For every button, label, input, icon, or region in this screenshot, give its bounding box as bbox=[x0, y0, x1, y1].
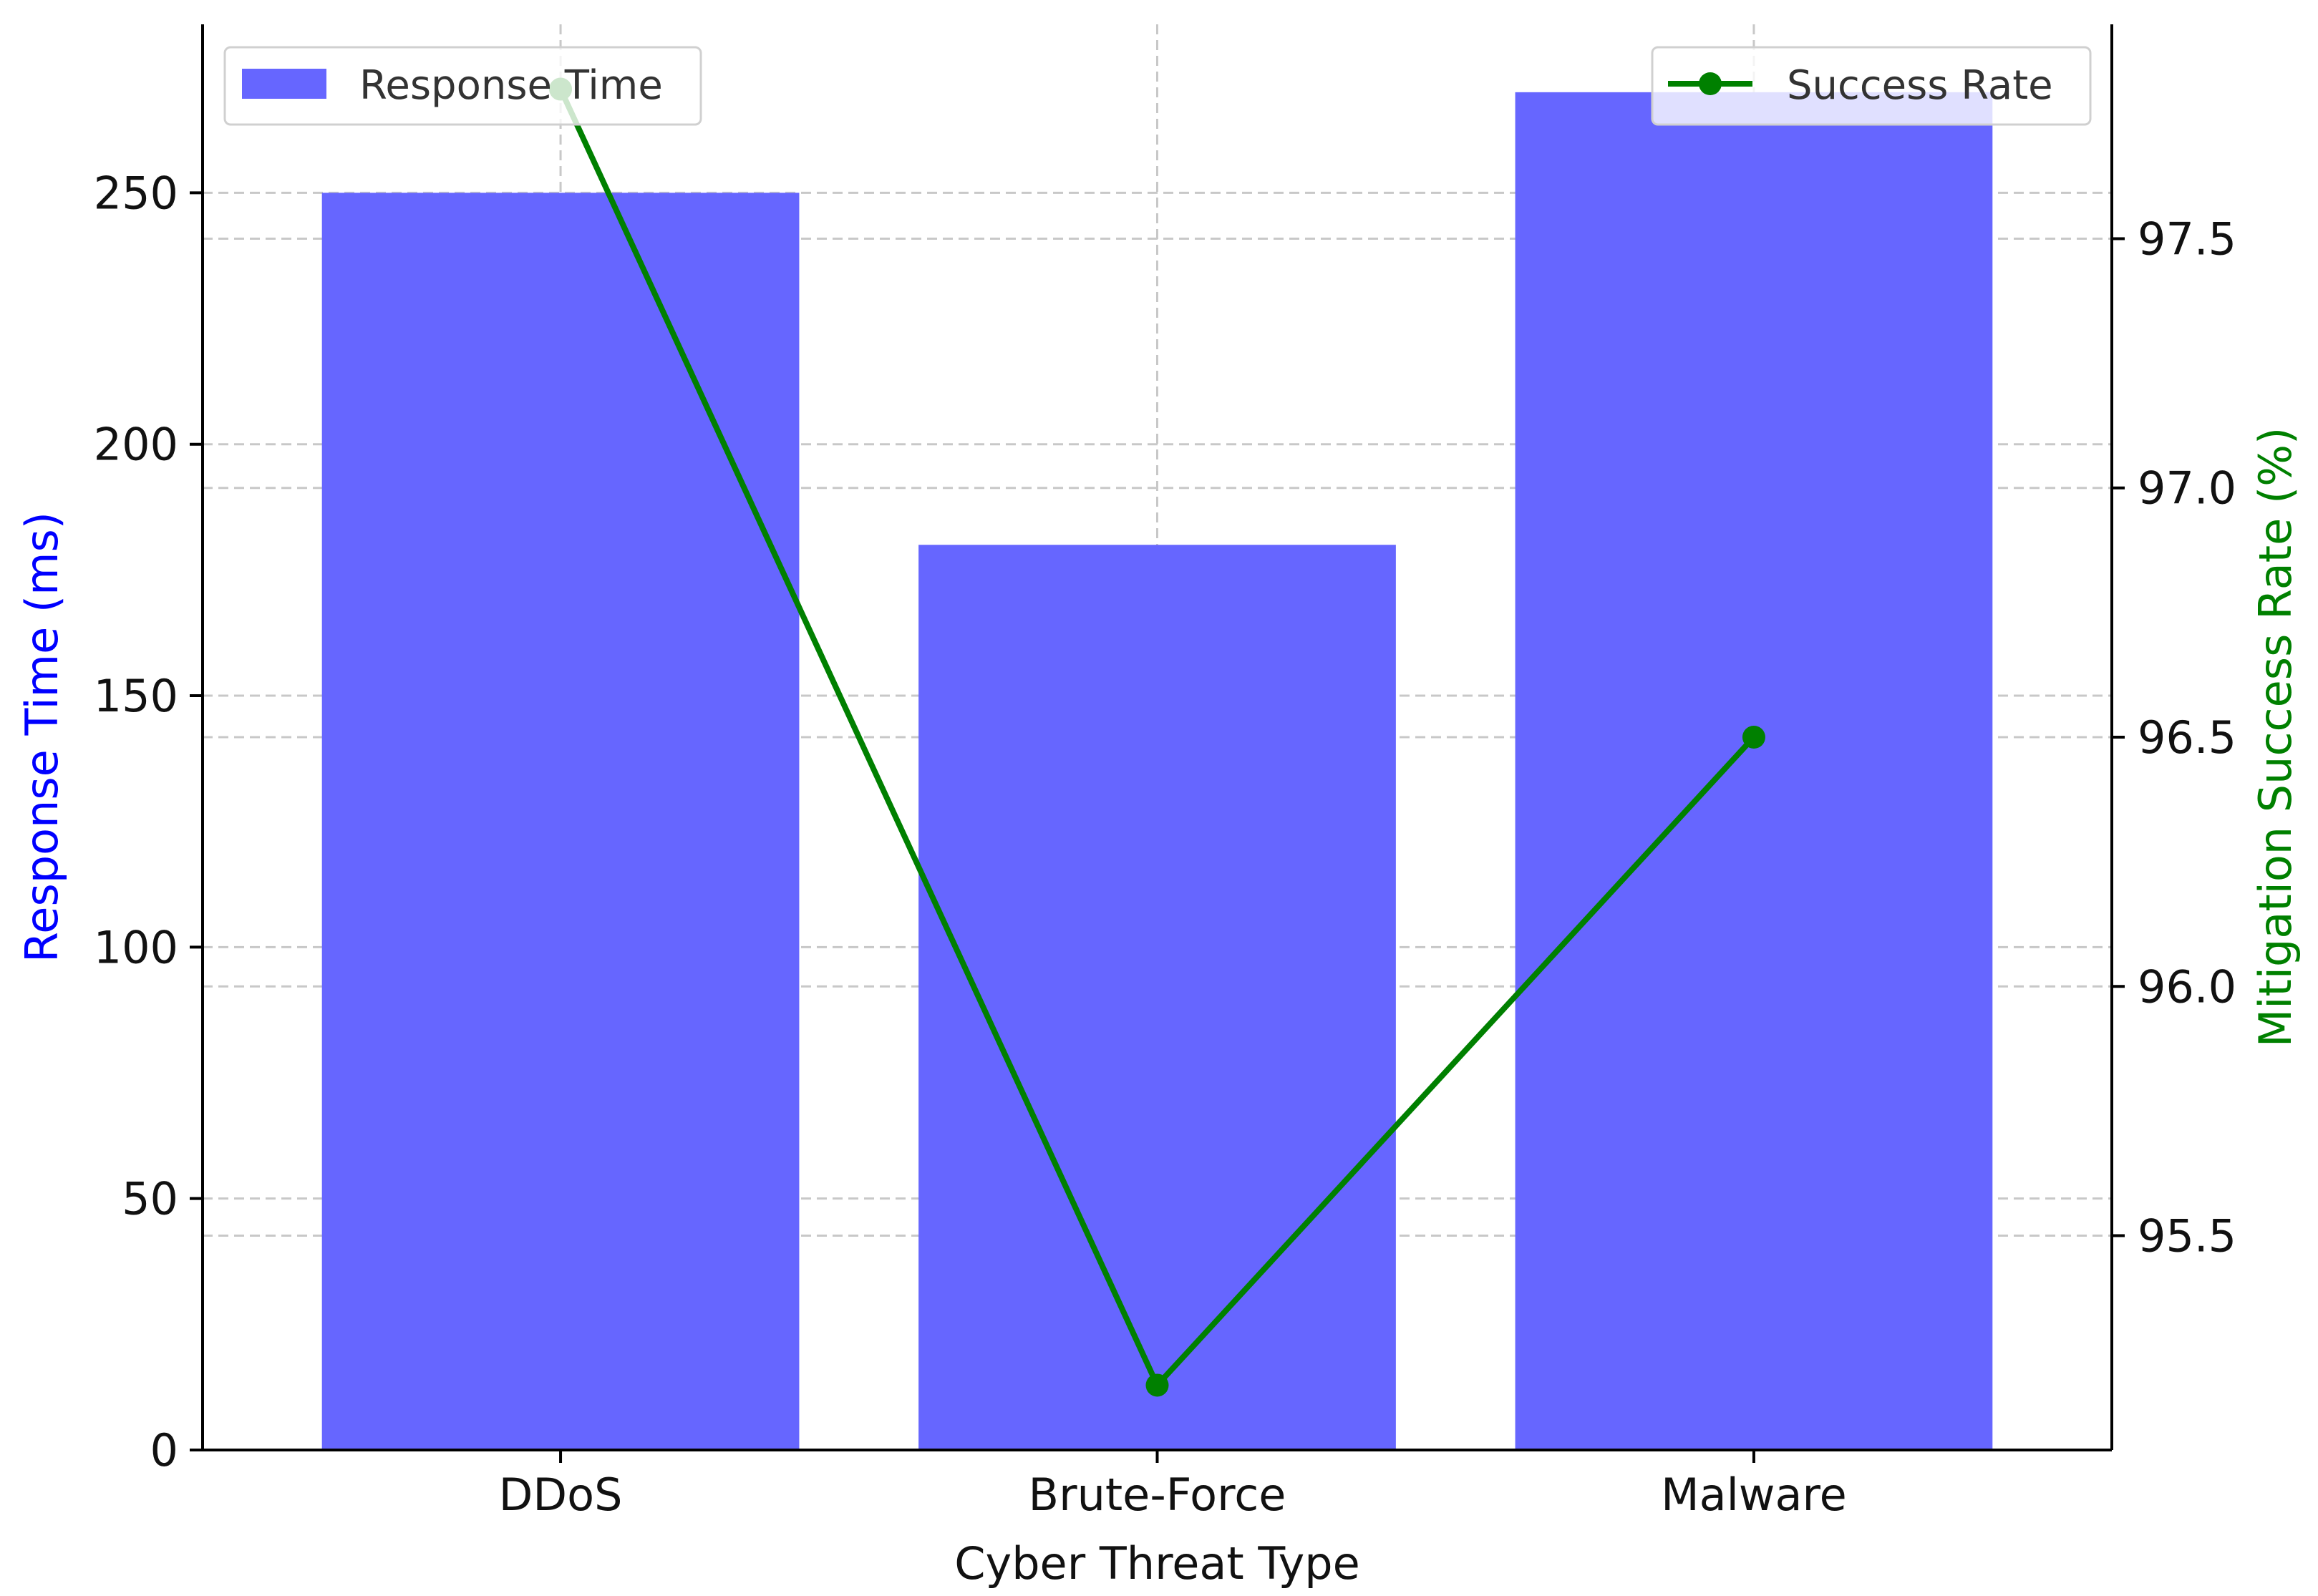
legend-label-success-rate: Success Rate bbox=[1787, 62, 2053, 109]
x-tick-label: Brute-Force bbox=[1029, 1469, 1286, 1521]
y-left-tick-label: 250 bbox=[94, 167, 178, 219]
y-left-tick-label: 200 bbox=[94, 419, 178, 471]
legend-frame bbox=[223, 46, 702, 126]
success-rate-point-brute-force bbox=[1145, 1373, 1169, 1397]
y-right-tick-label: 96.0 bbox=[2138, 960, 2236, 1013]
x-tick-label: DDoS bbox=[499, 1469, 623, 1521]
y-left-tick-label: 50 bbox=[122, 1173, 178, 1225]
legend-frame bbox=[1651, 46, 2092, 126]
bar-malware bbox=[1515, 92, 1993, 1450]
x-tick-label: Malware bbox=[1661, 1469, 1847, 1521]
y-right-tick-label: 95.5 bbox=[2138, 1210, 2236, 1262]
legend-label-response-time: Response Time bbox=[359, 62, 663, 109]
y-right-tick-label: 97.5 bbox=[2138, 213, 2236, 265]
legend-response-time: Response Time bbox=[223, 46, 702, 126]
y-right-tick-label: 96.5 bbox=[2138, 711, 2236, 764]
y-left-tick-label: 150 bbox=[94, 670, 178, 722]
x-axis-title: Cyber Threat Type bbox=[954, 1537, 1360, 1590]
bar-ddos bbox=[321, 193, 800, 1450]
y-right-axis-title: Mitigation Success Rate (%) bbox=[2249, 427, 2302, 1048]
y-right-tick-label: 97.0 bbox=[2138, 462, 2236, 515]
y-left-tick-label: 0 bbox=[150, 1424, 178, 1476]
bar-layer bbox=[321, 92, 1993, 1451]
legend-success-rate: Success Rate bbox=[1651, 46, 2092, 126]
bar-brute-force bbox=[918, 545, 1396, 1451]
y-left-tick-label: 100 bbox=[94, 921, 178, 973]
y-left-axis-title: Response Time (ms) bbox=[16, 512, 68, 963]
legend-marker-swatch bbox=[1699, 72, 1722, 95]
axis-layer: 0 50 100 150 200 250 95.5 96.0 96.5 97.0 97.5 DDoS B… bbox=[94, 24, 2236, 1521]
success-rate-point-malware bbox=[1742, 726, 1765, 749]
legend-bar-swatch bbox=[242, 69, 326, 99]
